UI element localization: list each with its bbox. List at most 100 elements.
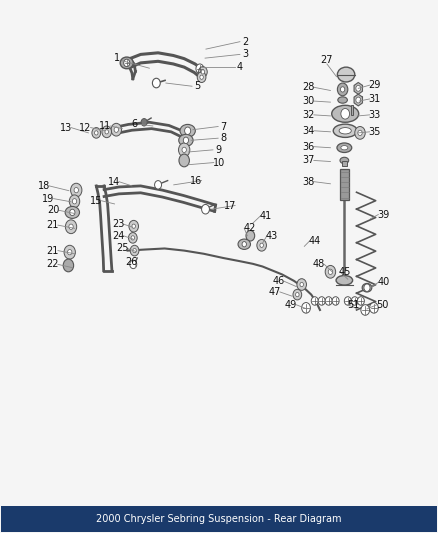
- Circle shape: [95, 131, 98, 135]
- Circle shape: [340, 87, 345, 92]
- Bar: [340, 169, 349, 200]
- Text: 2000 Chrysler Sebring Suspension - Rear Diagram: 2000 Chrysler Sebring Suspension - Rear …: [96, 514, 342, 524]
- Text: 23: 23: [112, 219, 124, 229]
- Circle shape: [328, 269, 332, 274]
- Ellipse shape: [180, 124, 195, 137]
- Circle shape: [297, 279, 307, 290]
- Text: 12: 12: [79, 123, 92, 133]
- Text: 16: 16: [190, 175, 202, 185]
- Circle shape: [130, 245, 139, 256]
- Circle shape: [344, 297, 351, 305]
- Circle shape: [92, 127, 101, 138]
- Circle shape: [357, 297, 364, 305]
- Text: 41: 41: [260, 211, 272, 221]
- Circle shape: [67, 249, 72, 255]
- Ellipse shape: [339, 127, 351, 134]
- Text: 25: 25: [116, 244, 129, 254]
- Circle shape: [293, 289, 302, 300]
- Text: 51: 51: [347, 300, 359, 310]
- Text: 37: 37: [303, 156, 315, 165]
- Ellipse shape: [179, 134, 193, 146]
- Ellipse shape: [120, 57, 133, 69]
- Text: 17: 17: [224, 200, 236, 211]
- Text: 34: 34: [303, 126, 315, 136]
- Text: 15: 15: [90, 196, 102, 206]
- Text: 9: 9: [215, 145, 221, 155]
- Bar: [1, 506, 437, 531]
- Text: 49: 49: [285, 300, 297, 310]
- Circle shape: [129, 220, 138, 232]
- Text: 10: 10: [213, 158, 225, 167]
- Text: 46: 46: [273, 276, 285, 286]
- Text: 31: 31: [369, 94, 381, 104]
- Text: 33: 33: [369, 110, 381, 120]
- Text: 27: 27: [321, 55, 333, 64]
- Text: 39: 39: [378, 209, 390, 220]
- Ellipse shape: [337, 143, 352, 152]
- Circle shape: [300, 282, 304, 287]
- Text: 28: 28: [303, 82, 315, 92]
- Text: 8: 8: [220, 133, 226, 143]
- Circle shape: [356, 85, 360, 91]
- Circle shape: [182, 147, 186, 152]
- Ellipse shape: [337, 67, 355, 82]
- Circle shape: [72, 199, 77, 204]
- Circle shape: [114, 127, 118, 132]
- Circle shape: [152, 78, 160, 88]
- Circle shape: [260, 243, 263, 247]
- Text: 40: 40: [378, 277, 390, 287]
- Circle shape: [184, 137, 188, 143]
- Circle shape: [74, 188, 78, 193]
- Circle shape: [358, 130, 362, 135]
- Circle shape: [64, 245, 75, 259]
- Circle shape: [351, 297, 358, 305]
- Circle shape: [356, 97, 360, 103]
- Text: 7: 7: [220, 122, 226, 132]
- Circle shape: [361, 305, 370, 316]
- Ellipse shape: [238, 239, 251, 249]
- Circle shape: [296, 293, 299, 297]
- Text: 22: 22: [46, 260, 59, 269]
- Ellipse shape: [336, 276, 353, 285]
- Text: 26: 26: [125, 257, 137, 267]
- Circle shape: [246, 230, 254, 241]
- Circle shape: [311, 297, 318, 305]
- Text: 36: 36: [303, 142, 315, 152]
- Text: 29: 29: [369, 80, 381, 90]
- Text: 48: 48: [313, 260, 325, 269]
- Text: 44: 44: [309, 236, 321, 246]
- Circle shape: [341, 109, 350, 119]
- Text: 35: 35: [369, 127, 381, 137]
- Polygon shape: [354, 83, 362, 94]
- Circle shape: [325, 265, 336, 278]
- Circle shape: [132, 224, 135, 228]
- Text: 47: 47: [268, 287, 281, 297]
- Text: 6: 6: [131, 119, 137, 130]
- Text: 24: 24: [112, 231, 124, 241]
- Circle shape: [197, 72, 206, 83]
- Circle shape: [69, 195, 80, 208]
- Text: 19: 19: [42, 193, 54, 204]
- Circle shape: [185, 127, 191, 134]
- Circle shape: [133, 248, 136, 253]
- Text: 50: 50: [376, 300, 389, 310]
- Circle shape: [200, 75, 203, 79]
- Ellipse shape: [341, 146, 348, 150]
- Circle shape: [337, 83, 348, 96]
- Circle shape: [69, 224, 73, 229]
- Circle shape: [130, 260, 137, 269]
- Circle shape: [302, 303, 311, 313]
- Circle shape: [196, 64, 204, 74]
- Circle shape: [355, 126, 365, 139]
- Text: 5: 5: [194, 81, 200, 91]
- Circle shape: [179, 154, 189, 167]
- Bar: [342, 161, 347, 166]
- Bar: [351, 106, 353, 115]
- Circle shape: [370, 303, 378, 313]
- Text: 21: 21: [46, 246, 59, 256]
- Circle shape: [257, 239, 266, 251]
- Circle shape: [155, 181, 162, 189]
- Text: 38: 38: [303, 176, 315, 187]
- Circle shape: [141, 118, 147, 126]
- Ellipse shape: [338, 97, 347, 103]
